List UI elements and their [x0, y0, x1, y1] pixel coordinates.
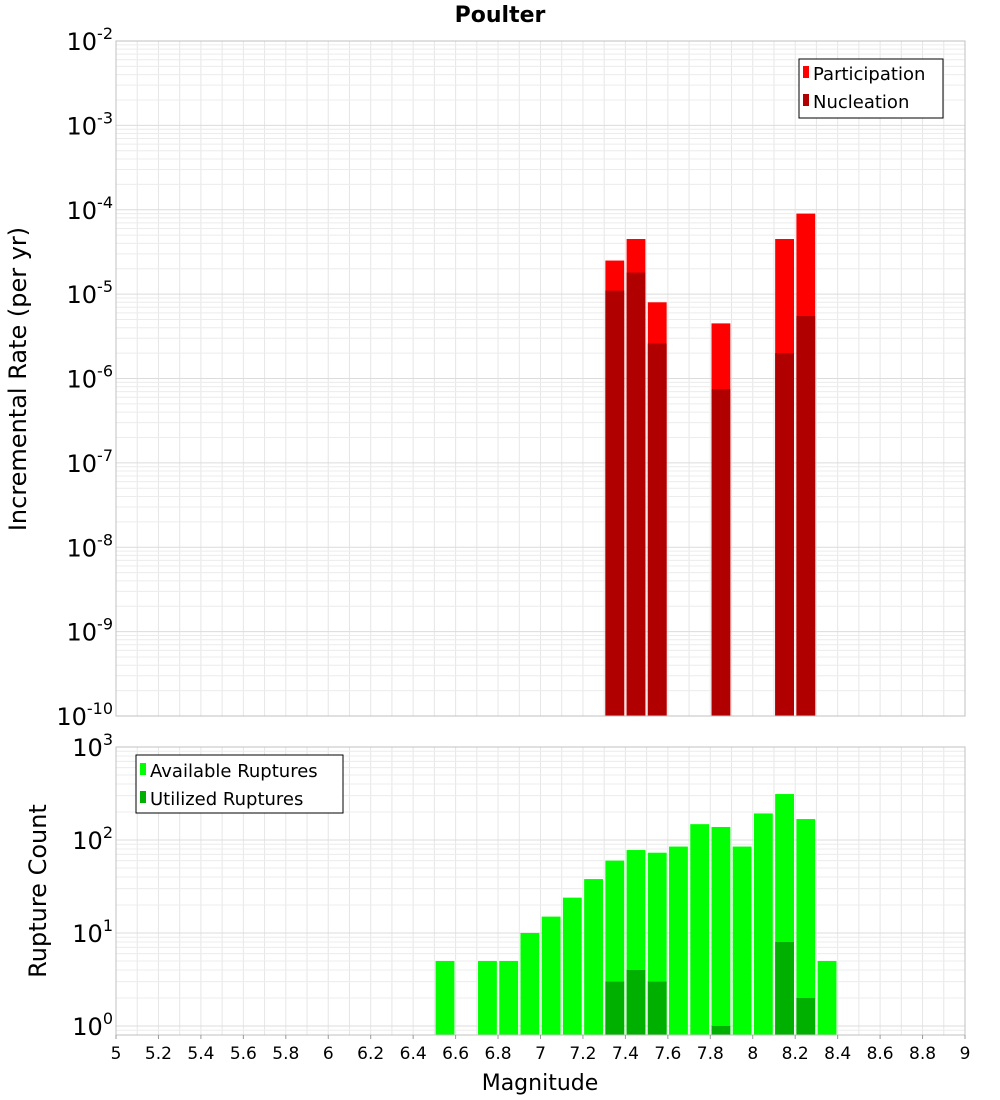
nucleation-bar: [605, 290, 625, 716]
rate-legend-box: [798, 58, 944, 119]
nucleation-bar: [626, 272, 646, 716]
x-ticks: 5 5.2 5.4 5.6 5.8 6 6.2 6.4 6.6 6.8 7 7.2 7.4 7.6 7.8 8…: [111, 1035, 971, 1064]
rate-bars: [605, 213, 816, 717]
legend-swatch-available: [140, 763, 146, 775]
rate-plot-border: [115, 40, 966, 717]
nucleation-bar: [647, 343, 667, 716]
count-y-tick-label: 102: [72, 823, 113, 855]
count-y-ticks: 100 101 102 103: [72, 730, 113, 1041]
x-tick-label: 7.8: [697, 1044, 724, 1064]
count-y-tick-label: 101: [72, 916, 113, 948]
x-tick-label: 6.2: [357, 1044, 384, 1064]
utilized-ruptures-bar: [775, 942, 794, 1035]
available-ruptures-bar: [753, 813, 773, 1035]
legend-label-nucleation: Nucleation: [813, 92, 909, 113]
legend-swatch-utilized: [140, 791, 146, 803]
utilized-ruptures-bar: [605, 981, 625, 1035]
rate-y-tick-label: 10-8: [67, 530, 114, 562]
available-ruptures-bar: [817, 960, 837, 1035]
utilized-ruptures-bar: [711, 1025, 731, 1035]
rate-y-tick-label: 10-4: [67, 193, 114, 225]
available-ruptures-bar: [584, 879, 603, 1035]
x-tick-label: 6: [323, 1044, 334, 1064]
utilized-ruptures-bar: [647, 981, 667, 1035]
x-tick-label: 7.2: [569, 1044, 596, 1064]
x-tick-label: 7: [535, 1044, 546, 1064]
available-ruptures-bar: [690, 824, 710, 1035]
rate-y-axis-label: Incremental Rate (per yr): [4, 227, 32, 531]
x-tick-label: 6.4: [400, 1044, 427, 1064]
count-bars: [435, 794, 837, 1035]
legend-label-participation: Participation: [813, 64, 925, 85]
legend-label-available: Available Ruptures: [150, 761, 318, 782]
x-tick-label: 8.4: [824, 1044, 851, 1064]
available-ruptures-bar: [732, 846, 752, 1035]
available-ruptures-bar: [562, 897, 582, 1035]
x-tick-label: 8.2: [782, 1044, 809, 1064]
rate-y-tick-label: 10-10: [56, 699, 113, 731]
x-tick-label: 8: [747, 1044, 758, 1064]
x-tick-label: 6.6: [442, 1044, 469, 1064]
count-y-axis-label: Rupture Count: [24, 804, 52, 978]
legend-swatch-participation: [803, 66, 809, 78]
available-ruptures-bar: [796, 819, 816, 1035]
legend-label-utilized: Utilized Ruptures: [150, 789, 303, 810]
available-ruptures-bar: [541, 916, 561, 1035]
x-axis-label: Magnitude: [482, 1071, 599, 1096]
count-panel: Rupture Count 100 101 102 103 5 5.2 5.4 5.6 5.8…: [24, 730, 970, 1096]
chart-title: Poulter: [455, 3, 546, 28]
count-y-tick-label: 100: [72, 1009, 113, 1041]
x-tick-label: 5.8: [272, 1044, 299, 1064]
x-tick-label: 8.6: [867, 1044, 894, 1064]
rate-y-tick-label: 10-6: [67, 362, 114, 394]
available-ruptures-bar: [669, 846, 688, 1035]
available-ruptures-bar: [478, 960, 497, 1035]
rate-y-tick-label: 10-9: [67, 615, 114, 647]
available-ruptures-bar: [435, 960, 455, 1035]
nucleation-bar: [775, 353, 794, 716]
available-ruptures-bar: [520, 932, 540, 1035]
rate-grid: [115, 41, 966, 717]
rate-panel: Poulter Incremental Rate (per yr) 10-101…: [4, 3, 966, 731]
nucleation-bar: [711, 389, 731, 716]
legend-swatch-nucleation: [803, 94, 809, 106]
x-tick-label: 9: [960, 1044, 971, 1064]
utilized-ruptures-bar: [626, 969, 646, 1035]
utilized-ruptures-bar: [796, 997, 816, 1035]
x-tick-label: 7.4: [612, 1044, 639, 1064]
rate-y-tick-label: 10-5: [67, 277, 114, 309]
x-tick-label: 5.6: [230, 1044, 257, 1064]
nucleation-bar: [796, 316, 816, 716]
x-tick-label: 8.8: [909, 1044, 936, 1064]
rate-y-tick-label: 10-7: [67, 446, 114, 478]
x-tick-label: 5: [111, 1044, 122, 1064]
rate-y-tick-label: 10-2: [67, 24, 114, 56]
count-legend: Available Ruptures Utilized Ruptures: [135, 754, 344, 814]
x-tick-label: 5.4: [187, 1044, 214, 1064]
available-ruptures-bar: [499, 960, 519, 1035]
available-ruptures-bar: [711, 826, 731, 1035]
rate-y-ticks: 10-10 10-9 10-8 10-7 10-6 10-5 10-4 10-3 10-2: [56, 24, 113, 731]
rate-legend: Participation Nucleation: [798, 58, 944, 119]
count-legend-box: [135, 754, 344, 814]
x-tick-label: 6.8: [485, 1044, 512, 1064]
rate-y-tick-label: 10-3: [67, 108, 114, 140]
x-tick-label: 7.6: [654, 1044, 681, 1064]
count-y-tick-label: 103: [72, 730, 113, 762]
x-tick-label: 5.2: [145, 1044, 172, 1064]
